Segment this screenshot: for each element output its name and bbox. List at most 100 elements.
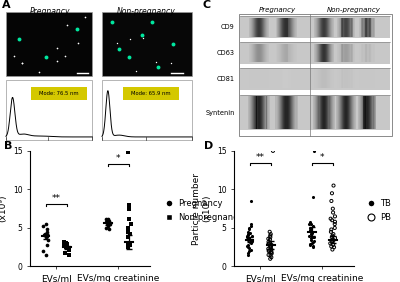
Bar: [314, 18, 315, 37]
Point: [306, 233, 312, 238]
Bar: [348, 43, 349, 63]
Bar: [365, 43, 366, 63]
Bar: [293, 96, 294, 129]
Point: [66, 247, 72, 252]
Bar: [348, 96, 349, 129]
Point: [245, 233, 251, 237]
Bar: [342, 69, 344, 88]
Point: [309, 235, 316, 239]
Bar: [353, 69, 354, 88]
Bar: [276, 96, 278, 129]
Point: [245, 243, 252, 247]
Point: [310, 195, 316, 199]
Bar: [374, 18, 375, 37]
Bar: [316, 69, 317, 88]
Bar: [371, 18, 372, 37]
Bar: [263, 43, 264, 63]
Bar: [321, 69, 322, 88]
Bar: [292, 18, 293, 37]
Bar: [286, 69, 287, 88]
Bar: [374, 43, 375, 63]
Bar: [259, 43, 260, 63]
Bar: [350, 69, 352, 88]
Point: [306, 222, 312, 226]
Bar: [290, 43, 292, 63]
Bar: [296, 43, 297, 63]
Point: [328, 217, 334, 221]
Bar: [323, 96, 324, 129]
Bar: [292, 69, 293, 88]
Bar: [261, 18, 262, 37]
Bar: [320, 43, 321, 63]
Bar: [368, 18, 369, 37]
Bar: [359, 69, 360, 88]
Bar: [248, 69, 250, 88]
Bar: [359, 18, 360, 37]
Bar: [349, 18, 350, 37]
Text: Syntenin: Syntenin: [205, 110, 235, 116]
Text: **: **: [52, 194, 61, 203]
Bar: [258, 69, 259, 88]
Bar: [249, 96, 250, 129]
Point: [327, 241, 334, 246]
Bar: [252, 96, 253, 129]
Bar: [323, 18, 324, 37]
Point: [66, 246, 72, 250]
Bar: [362, 43, 363, 63]
Point: [266, 241, 272, 246]
Bar: [332, 96, 333, 129]
Bar: [369, 43, 370, 63]
Bar: [364, 43, 365, 63]
Bar: [375, 96, 376, 129]
Bar: [346, 69, 347, 88]
Bar: [292, 96, 293, 129]
Bar: [264, 96, 266, 129]
Point: [61, 240, 67, 244]
Bar: [327, 96, 328, 129]
Bar: [324, 96, 325, 129]
Bar: [263, 18, 264, 37]
Bar: [352, 69, 354, 88]
Bar: [323, 43, 324, 63]
Point: [63, 244, 70, 249]
Bar: [360, 69, 361, 88]
Point: [124, 230, 131, 234]
Point: [45, 237, 52, 242]
Bar: [364, 96, 366, 129]
Bar: [286, 18, 288, 37]
Bar: [363, 43, 364, 63]
Bar: [351, 96, 352, 129]
Bar: [255, 18, 256, 37]
Text: Mode: 76.5 nm: Mode: 76.5 nm: [39, 91, 78, 96]
Bar: [318, 43, 319, 63]
Bar: [352, 96, 353, 129]
Bar: [290, 69, 292, 88]
Bar: [361, 43, 362, 63]
Bar: [265, 18, 266, 37]
Bar: [331, 18, 332, 37]
Bar: [327, 69, 328, 88]
Bar: [337, 69, 338, 88]
Text: Non-pregnancy: Non-pregnancy: [327, 7, 381, 13]
Bar: [361, 18, 362, 37]
Bar: [345, 96, 346, 129]
Bar: [332, 69, 333, 88]
Bar: [316, 43, 317, 63]
Bar: [265, 43, 266, 63]
Point: [106, 219, 112, 223]
Point: [42, 222, 49, 226]
Bar: [325, 96, 326, 129]
Bar: [267, 18, 268, 37]
Point: [244, 235, 250, 239]
Text: CD63: CD63: [217, 50, 235, 56]
Point: [246, 226, 252, 230]
Point: [62, 241, 69, 246]
Bar: [316, 96, 317, 129]
Text: Mode: 65.9 nm: Mode: 65.9 nm: [131, 91, 171, 96]
Bar: [320, 18, 321, 37]
Bar: [342, 96, 343, 129]
Point: [248, 224, 254, 229]
Point: [268, 245, 274, 250]
Bar: [329, 18, 330, 37]
Bar: [340, 96, 341, 129]
